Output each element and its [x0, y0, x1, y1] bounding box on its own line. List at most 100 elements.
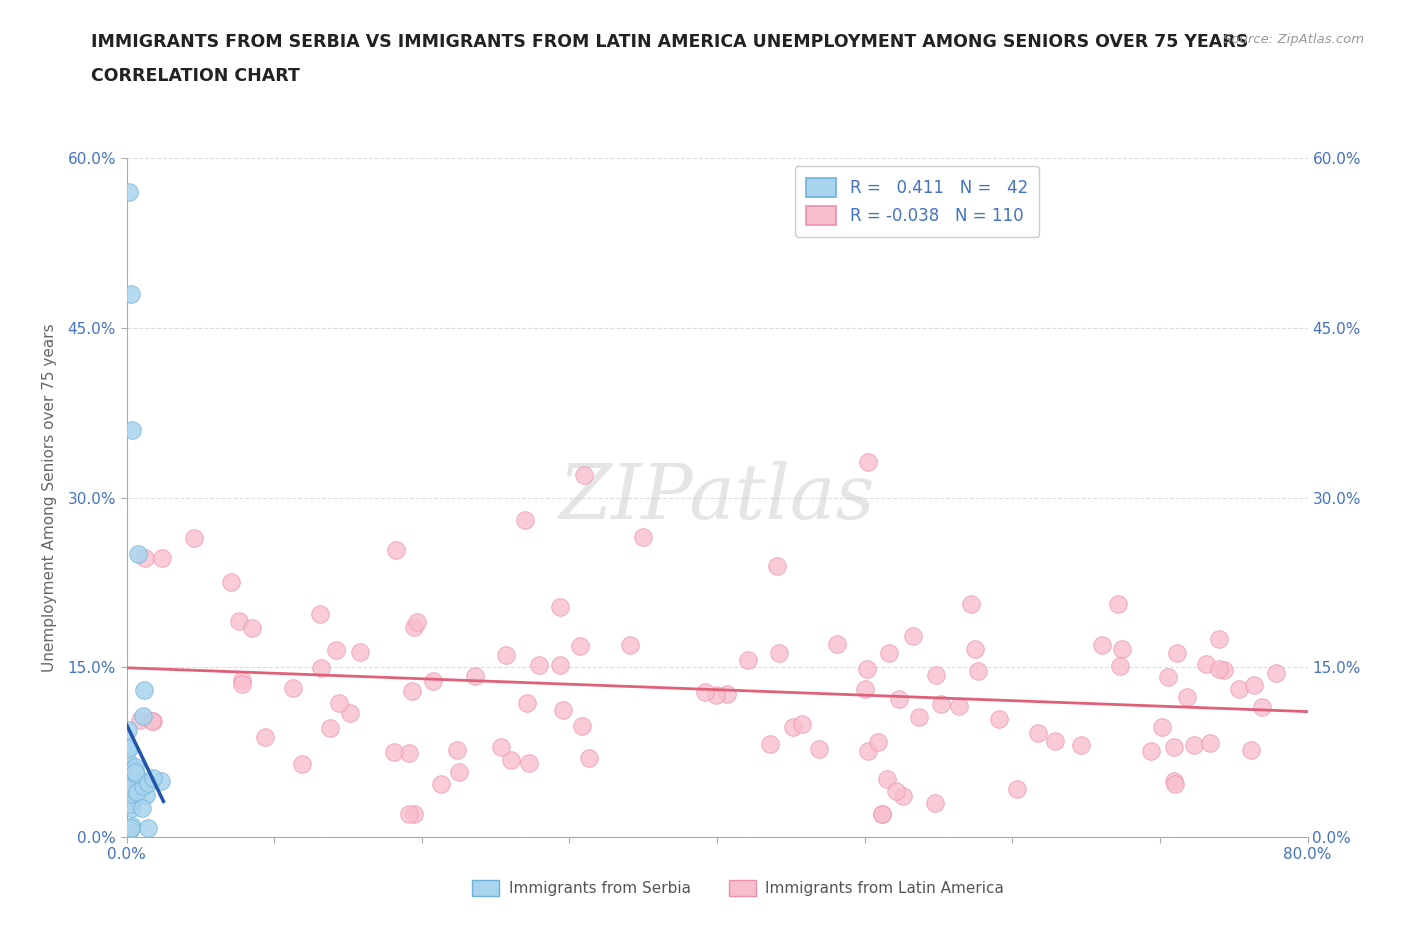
Point	[121, 818, 143, 833]
Y-axis label: Unemployment Among Seniors over 75 years: Unemployment Among Seniors over 75 years	[42, 324, 56, 671]
Point	[121, 790, 143, 804]
Point	[283, 681, 305, 696]
Point	[142, 771, 165, 786]
Point	[884, 783, 907, 798]
Point	[121, 770, 143, 785]
Point	[1212, 663, 1234, 678]
Point	[125, 767, 148, 782]
Point	[1198, 736, 1220, 751]
Text: CORRELATION CHART: CORRELATION CHART	[91, 67, 301, 85]
Point	[398, 745, 420, 760]
Point	[1091, 638, 1114, 653]
Point	[125, 785, 148, 800]
Point	[134, 788, 156, 803]
Text: ZIPatlas: ZIPatlas	[558, 460, 876, 535]
Point	[401, 684, 423, 698]
Legend: Immigrants from Serbia, Immigrants from Latin America: Immigrants from Serbia, Immigrants from …	[465, 873, 1011, 903]
Point	[1070, 737, 1092, 752]
Point	[551, 702, 574, 717]
Point	[121, 801, 143, 816]
Point	[876, 772, 898, 787]
Point	[422, 673, 444, 688]
Point	[879, 646, 901, 661]
Point	[121, 763, 143, 777]
Point	[127, 547, 149, 562]
Point	[548, 658, 571, 672]
Point	[118, 755, 141, 770]
Point	[118, 740, 141, 755]
Point	[619, 637, 641, 652]
Point	[291, 756, 314, 771]
Point	[134, 683, 156, 698]
Point	[120, 786, 142, 801]
Point	[516, 696, 538, 711]
Point	[117, 723, 139, 737]
Point	[309, 606, 332, 621]
Point	[136, 776, 159, 790]
Point	[221, 574, 243, 589]
Point	[548, 600, 571, 615]
Point	[349, 644, 371, 659]
Point	[228, 614, 250, 629]
Point	[924, 795, 946, 810]
Point	[891, 789, 914, 804]
Point	[574, 468, 596, 483]
Point	[792, 717, 814, 732]
Point	[929, 697, 952, 711]
Point	[1005, 782, 1028, 797]
Point	[960, 597, 983, 612]
Point	[118, 761, 141, 776]
Point	[631, 530, 654, 545]
Point	[1157, 670, 1180, 684]
Point	[870, 807, 893, 822]
Point	[495, 647, 517, 662]
Point	[404, 807, 426, 822]
Point	[853, 682, 876, 697]
Point	[499, 752, 522, 767]
Point	[1208, 631, 1230, 646]
Point	[1139, 744, 1161, 759]
Point	[118, 797, 141, 812]
Point	[1107, 596, 1129, 611]
Point	[966, 663, 988, 678]
Point	[855, 662, 877, 677]
Point	[1250, 699, 1272, 714]
Point	[759, 737, 782, 751]
Point	[517, 756, 540, 771]
Point	[866, 735, 889, 750]
Point	[430, 777, 453, 791]
Point	[120, 784, 142, 799]
Point	[887, 692, 910, 707]
Point	[489, 739, 512, 754]
Point	[120, 821, 142, 836]
Point	[1163, 739, 1185, 754]
Point	[1043, 734, 1066, 749]
Point	[1175, 689, 1198, 704]
Point	[1109, 658, 1132, 673]
Point	[925, 667, 948, 682]
Point	[449, 764, 471, 779]
Point	[716, 686, 738, 701]
Point	[1182, 737, 1205, 752]
Point	[328, 695, 350, 710]
Point	[782, 720, 804, 735]
Point	[825, 636, 848, 651]
Point	[231, 676, 253, 691]
Point	[571, 719, 593, 734]
Point	[124, 759, 146, 774]
Point	[578, 751, 600, 765]
Point	[1229, 682, 1251, 697]
Point	[382, 744, 405, 759]
Point	[142, 713, 165, 728]
Text: Source: ZipAtlas.com: Source: ZipAtlas.com	[1223, 33, 1364, 46]
Point	[122, 783, 145, 798]
Point	[1208, 661, 1230, 676]
Point	[1194, 657, 1216, 671]
Point	[1026, 726, 1049, 741]
Point	[254, 729, 277, 744]
Point	[124, 764, 146, 779]
Point	[118, 773, 141, 788]
Point	[398, 807, 420, 822]
Point	[150, 551, 173, 565]
Point	[856, 454, 879, 469]
